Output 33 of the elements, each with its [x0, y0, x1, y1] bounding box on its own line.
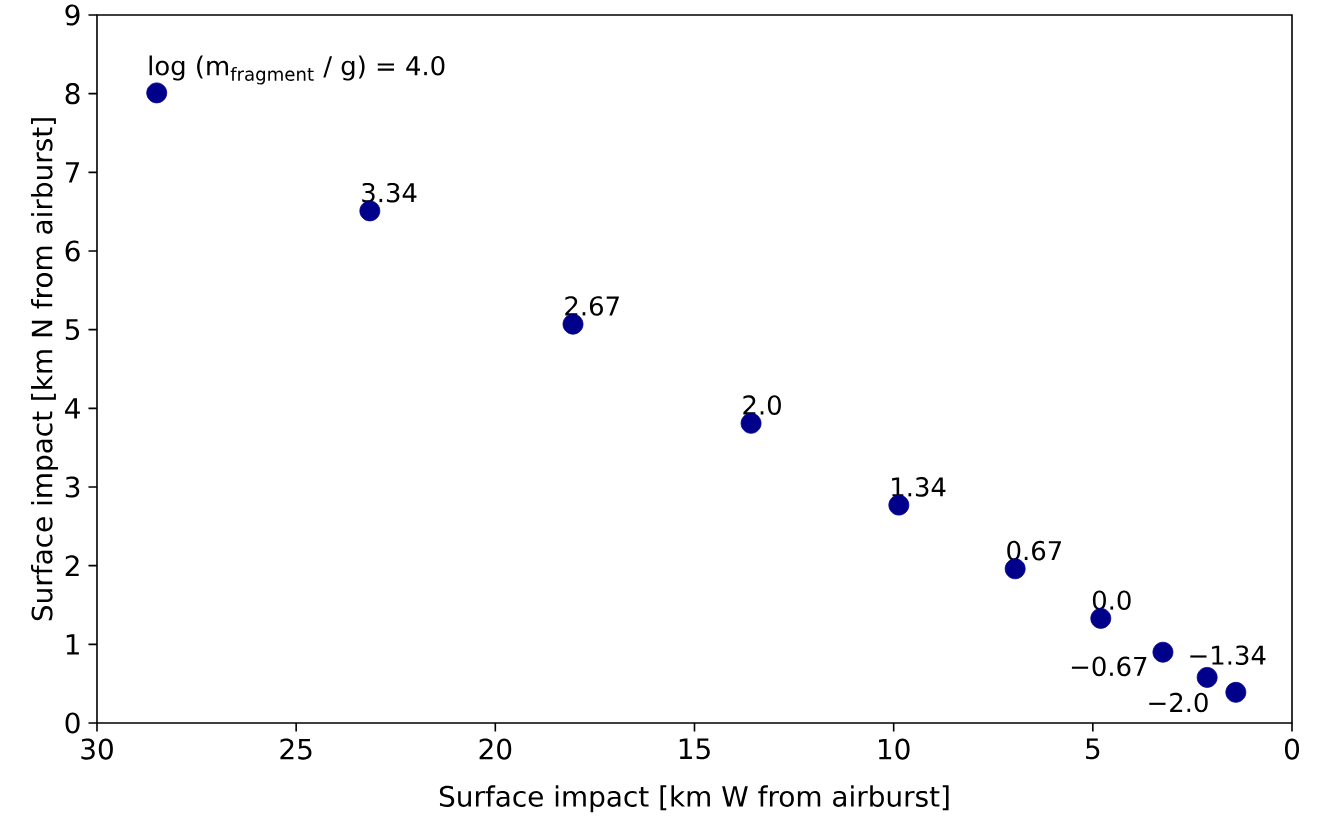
annotation: log (m$_{fragment}$ / g) = 4.0	[149, 55, 445, 85]
annotation: −1.34	[1190, 645, 1266, 665]
x-axis-title: Surface impact [km W from airburst]	[439, 785, 949, 813]
annotation: 0.0	[1092, 590, 1131, 610]
annotation: 0.67	[1007, 540, 1062, 561]
x-tick-label: 25	[280, 738, 312, 760]
x-tick-label: 30	[81, 738, 113, 760]
annotation: 3.34	[362, 182, 417, 203]
annotation: 1.34	[892, 477, 946, 497]
point	[146, 82, 168, 104]
y-tick-label: 8	[65, 83, 80, 105]
y-tick-label: 7	[65, 162, 80, 183]
point	[1225, 681, 1247, 703]
y-tick-label: 2	[65, 555, 79, 577]
annotation: 2.67	[565, 296, 619, 316]
x-tick-label: 10	[878, 738, 910, 760]
y-tick-label: 3	[65, 476, 80, 498]
y-tick-label: 1	[66, 634, 79, 655]
x-tick-label: 15	[679, 738, 710, 760]
y-tick-label: 5	[65, 319, 79, 341]
point	[1152, 641, 1174, 663]
annotation: −2.0	[1149, 692, 1208, 713]
y-tick-label: 6	[65, 240, 80, 262]
point	[1196, 666, 1218, 688]
x-tick-label: 5	[1086, 738, 1100, 760]
annotation: 2.0	[743, 395, 781, 415]
x-tick-label: 20	[479, 738, 512, 760]
x-tick-label: 0	[1284, 738, 1300, 760]
y-axis-title: Surface impact [km N from airburst]	[31, 118, 59, 621]
y-tick-label: 9	[65, 4, 80, 26]
y-tick-label: 4	[65, 398, 80, 419]
y-tick-label: 0	[65, 712, 80, 734]
annotation: −0.67	[1071, 656, 1147, 677]
